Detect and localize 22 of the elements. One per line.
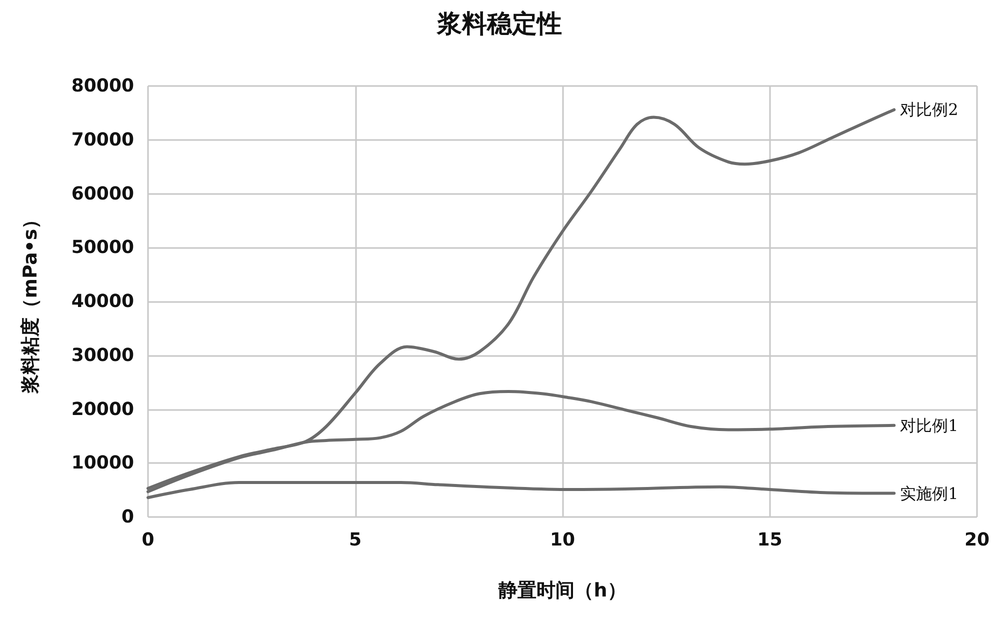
y-tick-label: 60000	[71, 183, 134, 204]
y-tick-label: 30000	[71, 344, 134, 366]
y-tick-label: 70000	[71, 129, 134, 150]
x-axis-title: 静置时间（h）	[498, 580, 626, 602]
x-tick-label: 20	[964, 530, 990, 550]
line-series	[146, 481, 896, 500]
y-axis-title: 浆料粘度（mPa•s）	[20, 210, 42, 394]
chart-title: 浆料稳定性	[436, 9, 562, 38]
series-label: 实施例1	[900, 484, 958, 503]
x-tick-label: 5	[348, 530, 362, 550]
x-tick-label: 10	[550, 530, 576, 550]
series-label: 对比例1	[900, 416, 958, 435]
y-tick-label: 40000	[71, 291, 134, 312]
y-tick-label: 10000	[71, 452, 134, 474]
series-label: 对比例2	[900, 100, 958, 120]
y-tick-label: 20000	[71, 398, 134, 420]
y-tick-label: 80000	[71, 76, 134, 96]
line-series	[146, 108, 896, 490]
x-tick-label: 0	[142, 530, 154, 550]
y-tick-label: 50000	[71, 237, 134, 258]
y-tick-label: 0	[121, 506, 134, 528]
x-tick-label: 15	[757, 530, 782, 550]
